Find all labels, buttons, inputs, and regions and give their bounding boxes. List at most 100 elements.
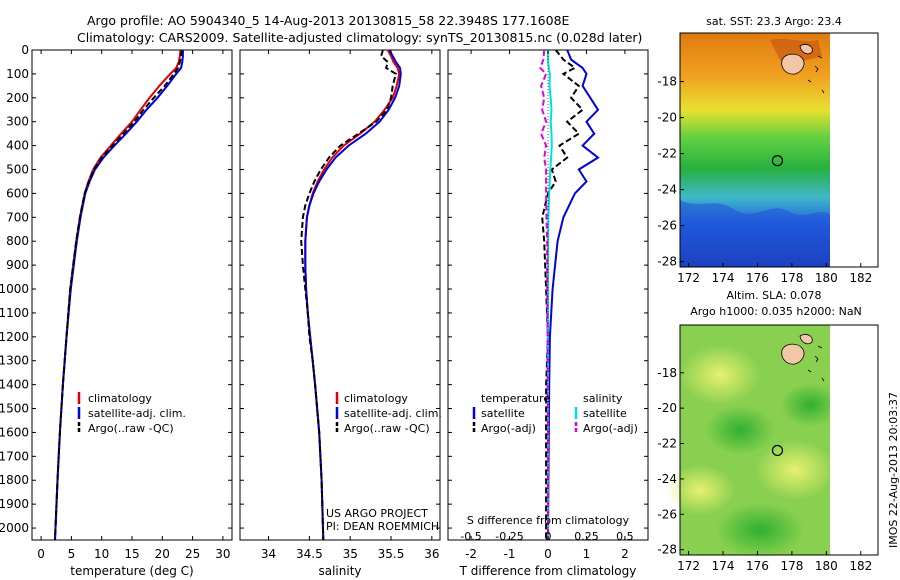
s-difference-tick-labels: -0.5 -0.25 0 0.25 0.5 xyxy=(460,530,633,543)
sst-land-fiji xyxy=(781,53,805,75)
lat-tick-label: -18 xyxy=(657,366,677,380)
sla-high-patch xyxy=(755,440,835,500)
sla-low-patch xyxy=(780,383,840,427)
sla-coastline-fragments xyxy=(807,345,825,382)
x-tick-label: 20 xyxy=(155,547,170,561)
lat-tick-label: -24 xyxy=(657,472,677,486)
sst-cold-patch xyxy=(680,200,830,267)
depth-tick-label: 2000 xyxy=(0,521,29,535)
project-annotation-line1: US ARGO PROJECT xyxy=(326,507,428,520)
lat-tick-label: -28 xyxy=(657,543,677,557)
lon-tick-label: 180 xyxy=(815,271,838,285)
x-tick-label: 15 xyxy=(124,547,139,561)
project-annotation-line2: PI: DEAN ROEMMICH xyxy=(326,520,439,533)
depth-tick-label: 800 xyxy=(6,234,29,248)
difference-lines xyxy=(539,49,600,541)
sst-map-frame xyxy=(679,32,879,268)
x-tick-label: -2 xyxy=(465,547,477,561)
lat-tick-label: -26 xyxy=(657,507,677,521)
x-tick-label: -1 xyxy=(504,547,516,561)
x-tick-label: 10 xyxy=(94,547,109,561)
lat-tick-label: -22 xyxy=(657,437,677,451)
sst-warm-patch xyxy=(770,38,822,62)
x-tick-label: 5 xyxy=(68,547,76,561)
lon-tick-label: 178 xyxy=(780,271,803,285)
t-difference-xlabel: T difference from climatology xyxy=(459,564,637,578)
sla-land-fiji xyxy=(781,343,805,365)
x-tick-label: 2 xyxy=(621,547,629,561)
depth-tick-label: 1400 xyxy=(0,378,29,392)
figure-title-line2: Climatology: CARS2009. Satellite-adjuste… xyxy=(77,30,642,45)
salinity-legend: climatology satellite-adj. clim. Argo(..… xyxy=(335,392,442,435)
x-tick-label: 36 xyxy=(424,547,439,561)
sst-nodata-area xyxy=(830,33,878,267)
legend-title-salinity: salinity xyxy=(583,392,623,405)
salinity-panel: 34 34.5 35 35.5 36 salinity climatology sate… xyxy=(239,49,442,578)
temperature-panel: 0100200300400500600700800900100011001200… xyxy=(0,43,648,578)
sla-land-islet xyxy=(799,334,813,345)
salinity-tick-labels: 34 34.5 35 35.5 36 xyxy=(261,50,439,561)
series-line-satellite xyxy=(547,49,600,541)
lon-tick-label: 182 xyxy=(849,271,872,285)
sst-land-islet xyxy=(799,44,813,55)
lon-tick-label: 176 xyxy=(746,559,769,573)
salinity-xlabel: salinity xyxy=(318,564,361,578)
sst-map-title: sat. SST: 23.3 Argo: 23.4 xyxy=(706,15,842,28)
lon-tick-label: 180 xyxy=(815,559,838,573)
depth-tick-label: 200 xyxy=(6,91,29,105)
salinity-axes-frame xyxy=(239,49,441,541)
x-tick-label: 0 xyxy=(37,547,45,561)
depth-tick-label: 1200 xyxy=(0,330,29,344)
lat-tick-label: -18 xyxy=(657,75,677,89)
sst-coastline-fragments xyxy=(807,55,825,94)
s-tick-label: -0.5 xyxy=(460,530,481,543)
series-line-satellite-adj-clim- xyxy=(54,50,184,541)
difference-legend: temperature salinity satellite Argo(-adj… xyxy=(472,392,638,435)
sst-map-ticks: 172 174 176 178 180 182 -18 -20 -22 -24 -26 -28 xyxy=(657,75,872,285)
s-tick-label: 0 xyxy=(545,530,552,543)
depth-tick-label: 1700 xyxy=(0,449,29,463)
legend-label-satellite: satellite-adj. clim. xyxy=(88,407,186,420)
lat-tick-label: -22 xyxy=(657,147,677,161)
legend-label-s-satellite: satellite xyxy=(583,407,627,420)
legend-label-climatology: climatology xyxy=(344,392,408,405)
difference-panel: -2 -1 0 1 2 -0.5 -0.25 0 0.25 0.5 S difference f… xyxy=(447,49,649,578)
sla-map-title: Altim. SLA: 0.078 xyxy=(726,289,821,302)
legend-label-s-argo: Argo(-adj) xyxy=(583,422,638,435)
sla-map-panel: Altim. SLA: 0.078 Argo h1000: 0.035 h200… xyxy=(657,289,879,573)
sla-high-patch xyxy=(680,345,760,405)
x-tick-label: 25 xyxy=(185,547,200,561)
t-difference-tick-labels: -2 -1 0 1 2 xyxy=(465,50,629,561)
x-tick-label: 1 xyxy=(583,547,591,561)
depth-tick-label: 300 xyxy=(6,115,29,129)
legend-label-climatology: climatology xyxy=(88,392,152,405)
lon-tick-label: 174 xyxy=(712,271,735,285)
legend-label-argo: Argo(..raw -QC) xyxy=(344,422,430,435)
s-tick-label: 0.25 xyxy=(574,530,599,543)
depth-tick-label: 400 xyxy=(6,139,29,153)
x-tick-label: 34.5 xyxy=(296,547,323,561)
series-line-climatology xyxy=(54,49,182,541)
lon-tick-label: 182 xyxy=(849,559,872,573)
series-line-argo-adj- xyxy=(541,49,585,540)
x-tick-label: 30 xyxy=(215,547,230,561)
lat-tick-label: -20 xyxy=(657,401,677,415)
x-tick-label: 35.5 xyxy=(378,547,405,561)
series-line-argo-adj- xyxy=(539,49,549,540)
lat-tick-label: -28 xyxy=(657,255,677,269)
lon-tick-label: 178 xyxy=(780,559,803,573)
depth-tick-label: 100 xyxy=(6,67,29,81)
legend-title-temperature: temperature xyxy=(481,392,550,405)
temperature-lines xyxy=(54,49,184,541)
legend-label-t-argo: Argo(-adj) xyxy=(481,422,536,435)
series-line-argo-raw-qc- xyxy=(54,49,183,541)
lat-tick-label: -24 xyxy=(657,183,677,197)
sst-map-panel: sat. SST: 23.3 Argo: 23.4 172 174 176 178 18… xyxy=(657,15,879,285)
sla-high-patch xyxy=(665,465,735,515)
series-line-satellite-adj-clim- xyxy=(304,49,402,541)
depth-tick-label: 500 xyxy=(6,163,29,177)
depth-tick-label: 700 xyxy=(6,210,29,224)
s-tick-label: -0.25 xyxy=(495,530,523,543)
sla-map-frame xyxy=(679,324,879,556)
